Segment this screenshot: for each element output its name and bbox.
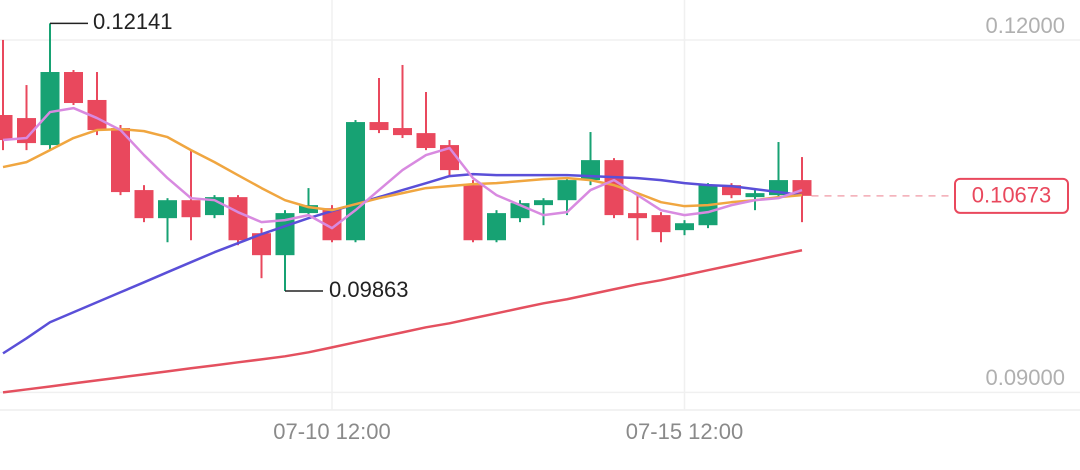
candle-body — [745, 193, 765, 198]
candle-body — [534, 200, 553, 206]
candle-body — [64, 72, 83, 104]
y-tick-label: 0.12000 — [985, 13, 1065, 38]
ma-line — [2, 106, 803, 230]
candle-body — [675, 223, 694, 231]
candle-body — [17, 118, 36, 144]
last-price-label: 0.10673 — [972, 183, 1052, 208]
candle-body — [134, 190, 154, 219]
candle-body — [416, 133, 436, 149]
y-tick-label: 0.09000 — [985, 365, 1065, 390]
ma-line — [2, 127, 803, 212]
candle-body — [87, 99, 107, 131]
candle-body — [487, 213, 506, 241]
candle-body — [322, 208, 342, 241]
last-price-box — [954, 177, 1069, 214]
min-annotation: 0.09863 — [329, 277, 409, 302]
candle-body — [346, 122, 365, 241]
ma-line — [2, 249, 803, 394]
candle-body — [369, 122, 389, 131]
candle-body — [299, 205, 318, 214]
x-tick-label: 07-10 12:00 — [273, 419, 390, 444]
max-annotation: 0.12141 — [93, 9, 173, 34]
candle-body — [557, 180, 577, 201]
candle-body — [722, 185, 741, 196]
candle-body — [393, 128, 412, 136]
candle-body — [40, 72, 60, 146]
ma-line — [2, 172, 803, 355]
candle-body — [181, 200, 201, 218]
candle-body — [111, 128, 130, 193]
candle-body — [0, 115, 13, 141]
candle-body — [628, 213, 647, 219]
candle-body — [228, 197, 248, 241]
candle-body — [252, 233, 271, 256]
candle-body — [440, 145, 459, 171]
candle-body — [158, 200, 177, 219]
candle-body — [463, 185, 483, 241]
candle-body — [604, 160, 624, 216]
x-tick-label: 07-15 12:00 — [626, 419, 743, 444]
candle-body — [651, 215, 671, 233]
